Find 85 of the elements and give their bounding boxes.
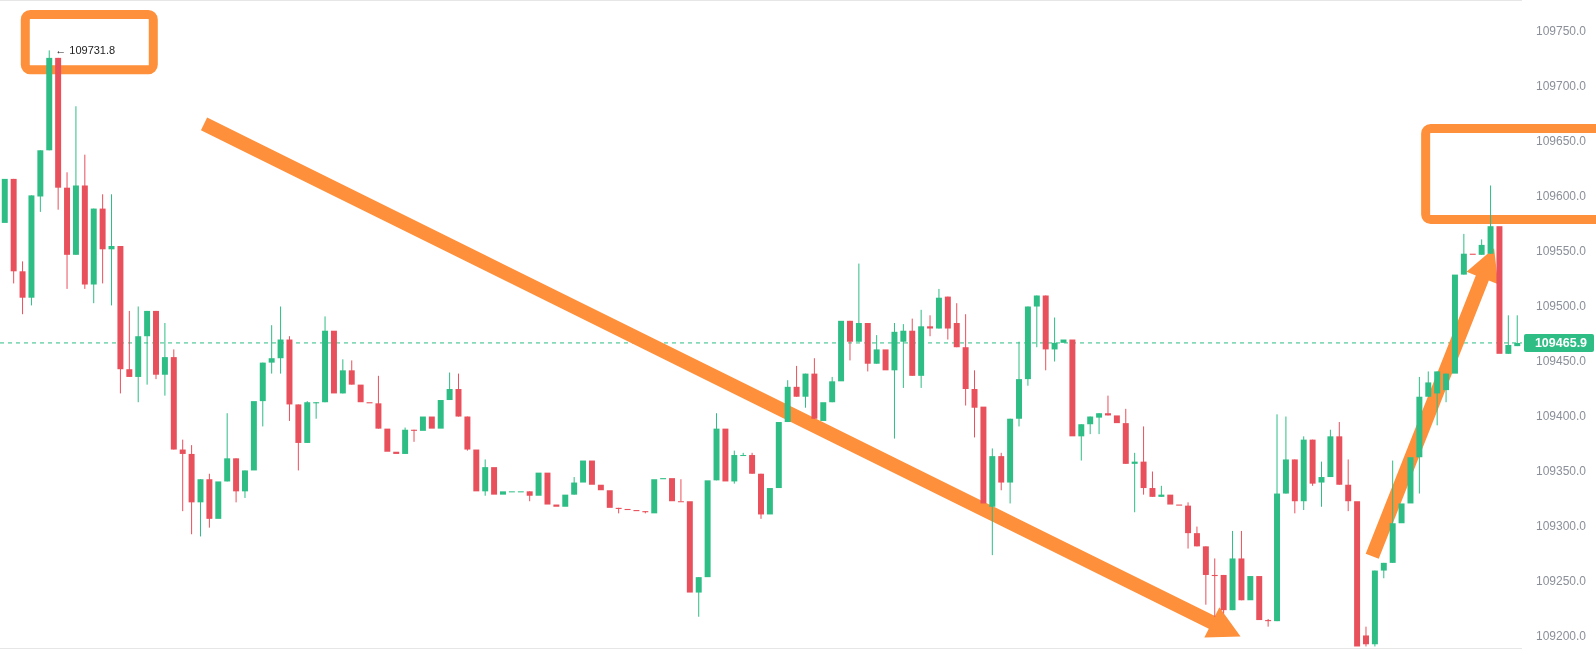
candlestick [820,402,827,421]
candlestick [242,469,248,499]
y-tick-label: 109650.0 [1535,133,1587,148]
candlestick [224,412,231,482]
candlestick [1363,626,1369,647]
candlestick [740,452,747,457]
candlestick [1078,423,1085,462]
candlestick [357,384,364,403]
candlestick [927,314,934,337]
candlestick [651,479,658,514]
candlestick [419,416,426,431]
candlestick [1345,458,1352,512]
candlestick [677,478,684,503]
y-tick-label: 109250.0 [1535,573,1587,588]
y-tick-label: 109750.0 [1535,23,1587,38]
candlestick [1167,494,1174,505]
candlestick [1113,415,1120,424]
candlestick [428,416,435,429]
candlestick [580,460,587,483]
candlestick [1096,412,1103,435]
candlestick [473,449,480,492]
candlestick [108,193,115,306]
candlestick [500,491,506,495]
y-tick-label: 109400.0 [1535,408,1587,423]
y-tick-label: 109300.0 [1535,518,1587,533]
candlestick [562,494,569,507]
candlestick [1407,457,1414,504]
candlestick [766,488,773,515]
candlestick [1460,233,1467,276]
y-tick-label: 109450.0 [1535,353,1587,368]
candlestick [1318,461,1325,508]
candlestick [437,400,444,429]
annotation: ← 109731.8 [55,44,116,57]
candlestick [1434,370,1441,426]
candlestick [829,376,836,403]
candlestick [846,320,853,361]
candlestick [1247,576,1254,601]
candlestick [1131,452,1138,513]
y-tick-label: 109500.0 [1535,298,1587,313]
candlestick [669,478,676,502]
y-tick-label: 109550.0 [1535,243,1587,258]
candlestick [1069,339,1076,437]
candlestick [250,401,257,471]
candlestick [348,359,355,386]
y-tick-label: 109200.0 [1535,628,1587,643]
y-tick-label: 109600.0 [1535,188,1587,203]
candlestick [749,452,756,475]
candlestick [491,467,498,495]
candlestick [446,372,453,401]
candlestick [215,481,222,519]
candlestick [553,504,560,507]
candlestick [597,484,604,491]
candlestick [544,472,551,505]
ref-line-label: 109465.9 [1534,336,1588,351]
candlestick [1496,226,1503,354]
candlestick [695,576,702,618]
candlestick [1451,274,1458,374]
candlestick [384,428,391,452]
candlestick [1149,471,1156,498]
candlestick [1398,503,1405,524]
candlestick [1256,576,1263,621]
candlestick [722,428,729,482]
candlestick [606,490,613,508]
candlestick [1354,501,1361,647]
candlestick [588,460,595,485]
candlestick [1425,370,1432,398]
candlestick [838,320,845,382]
candlestick [339,358,346,394]
y-tick-label: 109700.0 [1535,78,1587,93]
candlestick [1,178,8,223]
candlestick [126,310,133,378]
candlestick [775,422,782,489]
candlestick [971,369,978,438]
candlestick [1443,373,1450,403]
candlestick [882,349,889,371]
candlestick [704,480,711,578]
candlestick [686,501,693,593]
candlestick [535,472,542,496]
candlestick [393,451,400,454]
candlestick [793,365,800,398]
candlestick [330,330,337,394]
candlestick [277,306,284,375]
candlestick [980,406,987,504]
candlestick [179,439,186,512]
y-tick-label: 109350.0 [1535,463,1587,478]
